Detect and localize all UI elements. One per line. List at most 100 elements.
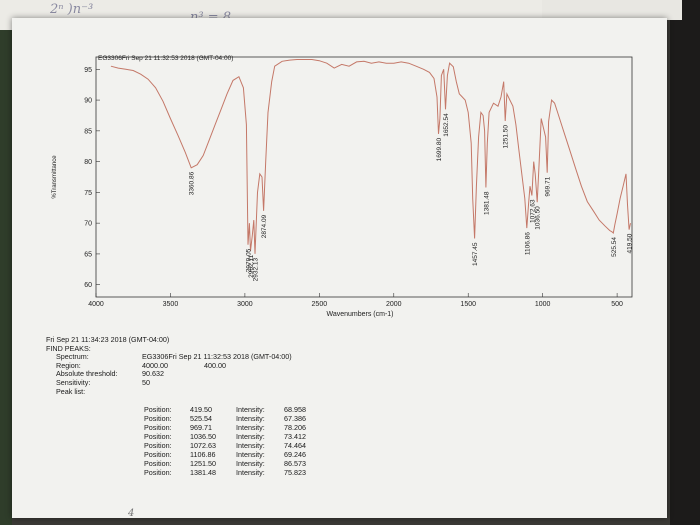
intensity-label: Intensity:: [236, 414, 265, 423]
y-axis-ticks: 60 65 70 75 80 85 90 95: [84, 67, 100, 289]
peak-label: 1251.50: [503, 125, 510, 149]
peak-list-table: Position: 419.50 Intensity: 68.958 Position:…: [144, 405, 344, 477]
x-axis-label: Wavenumbers (cm-1): [326, 311, 393, 318]
y-tick-label: 75: [84, 190, 92, 197]
peak-row: Position: 1251.50 Intensity: 86.573: [144, 459, 344, 468]
spectrum-value: EG3306Fri Sep 21 11:32:53 2018 (GMT-04:0…: [142, 352, 292, 362]
peak-label: 969.71: [545, 176, 552, 196]
y-tick-label: 60: [84, 282, 92, 289]
peak-label: 525.54: [611, 237, 618, 257]
peak-row: Position: 1072.63 Intensity: 74.464: [144, 441, 344, 450]
peak-intensity: 67.386: [284, 414, 306, 423]
peak-label: 2962.11: [248, 254, 255, 277]
position-label: Position:: [144, 414, 172, 423]
peak-intensity: 86.573: [284, 459, 306, 468]
intensity-label: Intensity:: [236, 441, 265, 450]
x-tick-label: 1000: [535, 301, 551, 308]
printout-page: [12, 18, 667, 518]
background-notebook-page-right: [542, 0, 682, 20]
chart-title: EG3306Fri Sep 21 11:32:53 2018 (GMT-04:0…: [98, 55, 233, 62]
peak-label: 419.50: [627, 233, 634, 253]
peak-list-label: Peak list:: [56, 386, 86, 396]
peak-position: 1036.50: [190, 432, 216, 441]
position-label: Position:: [144, 459, 172, 468]
peak-row: Position: 525.54 Intensity: 67.386: [144, 414, 344, 423]
peak-label: 3360.86: [189, 171, 196, 195]
x-tick-label: 500: [611, 301, 623, 308]
peak-position: 1251.50: [190, 459, 216, 468]
position-label: Position:: [144, 450, 172, 459]
intensity-label: Intensity:: [236, 423, 265, 432]
x-tick-label: 4000: [88, 301, 104, 308]
peak-label: 2932.13: [253, 258, 260, 282]
x-tick-label: 2000: [386, 301, 402, 308]
peak-row: Position: 419.50 Intensity: 68.958: [144, 405, 344, 414]
peak-intensity: 69.246: [284, 450, 306, 459]
y-tick-label: 80: [84, 159, 92, 166]
peak-position: 525.54: [190, 414, 212, 423]
region-label: Region:: [56, 360, 81, 370]
peak-position: 969.71: [190, 423, 212, 432]
peak-position: 419.50: [190, 405, 212, 414]
peak-intensity: 75.823: [284, 468, 306, 477]
peak-intensity: 68.958: [284, 405, 306, 414]
peak-label: 1652.54: [443, 113, 450, 137]
y-tick-label: 65: [84, 251, 92, 258]
peak-row: Position: 969.71 Intensity: 78.206: [144, 423, 344, 432]
x-tick-label: 2500: [312, 301, 328, 308]
peak-position: 1072.63: [190, 441, 216, 450]
peak-intensity: 78.206: [284, 423, 306, 432]
peak-intensity: 74.464: [284, 441, 306, 450]
peak-position: 1381.48: [190, 468, 216, 477]
intensity-label: Intensity:: [236, 450, 265, 459]
handwritten-mark-bottom: 4: [128, 508, 135, 519]
intensity-label: Intensity:: [236, 432, 265, 441]
region-from: 4000.00: [142, 360, 168, 370]
peak-report: Fri Sep 21 11:34:23 2018 (GMT-04:00) FIN…: [46, 335, 386, 396]
x-tick-label: 3500: [163, 301, 179, 308]
report-timestamp: Fri Sep 21 11:34:23 2018 (GMT-04:00): [46, 335, 170, 344]
peak-row: Position: 1106.86 Intensity: 69.246: [144, 450, 344, 459]
position-label: Position:: [144, 441, 172, 450]
peak-label: 1072.63: [529, 199, 536, 223]
intensity-label: Intensity:: [236, 405, 265, 414]
x-tick-label: 1500: [460, 301, 476, 308]
peak-label: 2874.09: [261, 214, 268, 238]
scribble-text-left: 2ⁿ )n⁻³: [50, 2, 94, 17]
position-label: Position:: [144, 423, 172, 432]
position-label: Position:: [144, 432, 172, 441]
threshold-label: Absolute threshold:: [56, 369, 118, 379]
peak-label: 1457.45: [472, 242, 479, 266]
spectrum-label: Spectrum:: [56, 352, 89, 362]
y-axis-label: %Transmittance: [52, 155, 58, 199]
position-label: Position:: [144, 405, 172, 414]
y-tick-label: 85: [84, 128, 92, 135]
y-tick-label: 90: [84, 98, 92, 105]
plot-frame: [95, 56, 633, 298]
peak-label: 1036.50: [535, 206, 542, 230]
sensitivity-value: 50: [142, 377, 150, 387]
report-heading: FIND PEAKS:: [46, 343, 91, 353]
peak-row: Position: 1381.48 Intensity: 75.823: [144, 468, 344, 477]
x-axis-ticks: 4000 3500 3000 2500 2000 1500 1000 500: [88, 293, 623, 308]
sensitivity-label: Sensitivity:: [56, 377, 91, 387]
x-tick-label: 3000: [237, 301, 253, 308]
region-to: 400.00: [204, 360, 226, 370]
intensity-label: Intensity:: [236, 468, 265, 477]
intensity-label: Intensity:: [236, 459, 265, 468]
peak-label: 2979.05: [246, 248, 253, 272]
peak-position: 1106.86: [190, 450, 216, 459]
peak-label: 1106.86: [524, 232, 531, 255]
threshold-value: 90.632: [142, 369, 164, 379]
desk-surface-right: [670, 0, 700, 525]
transmittance-trace: [110, 59, 631, 254]
peak-row: Position: 1036.50 Intensity: 73.412: [144, 432, 344, 441]
y-tick-label: 95: [84, 67, 92, 74]
desk-surface-left: [0, 0, 12, 525]
peak-label: 1381.48: [483, 191, 490, 215]
y-tick-label: 70: [84, 221, 92, 228]
position-label: Position:: [144, 468, 172, 477]
peak-intensity: 73.412: [284, 432, 306, 441]
